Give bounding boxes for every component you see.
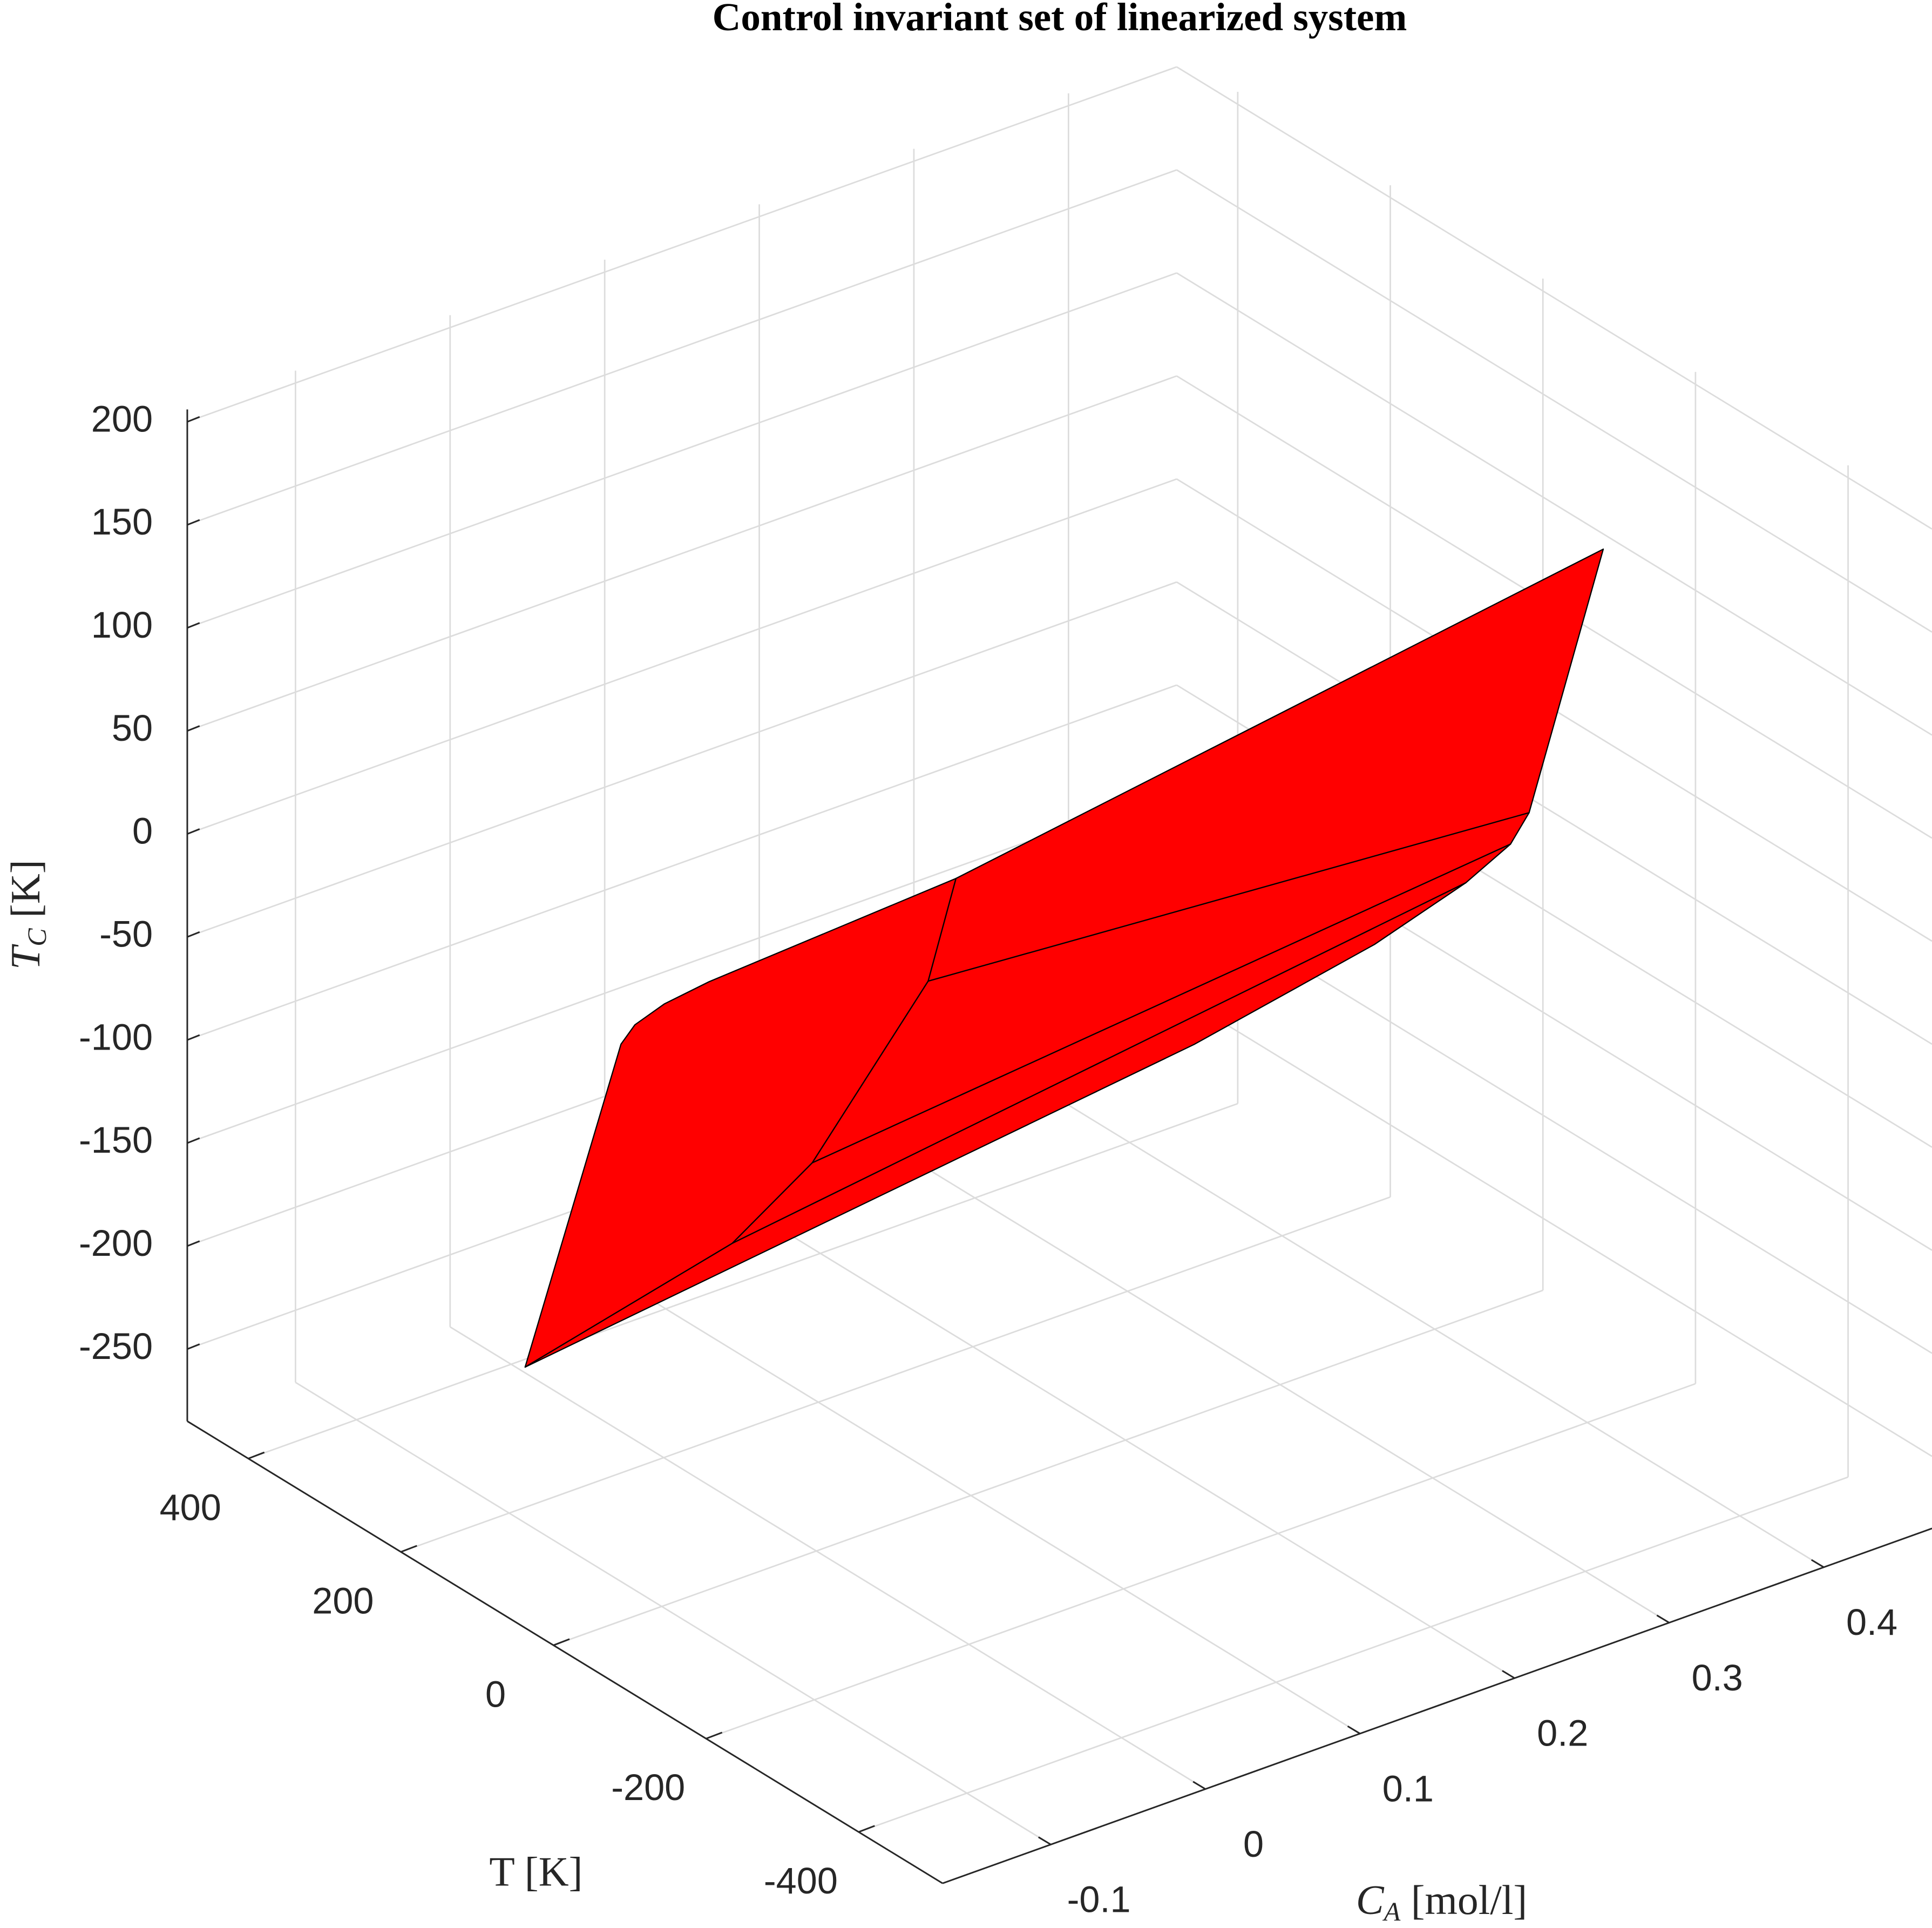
grid-line: [187, 684, 1177, 1041]
grid-line: [187, 478, 1177, 835]
y-axis: [187, 1420, 943, 1884]
y-axis-label: T [K]: [489, 1848, 582, 1895]
z-tick-label: -150: [79, 1119, 153, 1161]
y-tick: [248, 1451, 265, 1459]
x-tick-label: 0.2: [1537, 1713, 1588, 1754]
grid-line: [1176, 272, 1932, 736]
z-label-part: [K]: [2, 860, 49, 928]
z-tick-label: -200: [79, 1222, 153, 1264]
z-tick: [187, 519, 200, 526]
face: [524, 882, 1467, 1368]
z-tick-label: -100: [79, 1016, 153, 1058]
grid-line: [450, 1326, 1206, 1790]
grid-line: [401, 1196, 1391, 1553]
chart-title: Control invariant set of linearized syst…: [713, 0, 1407, 39]
grid-line: [1176, 993, 1932, 1457]
x-axis-label: CA [mol/l]: [1356, 1877, 1527, 1926]
x-label-part: C: [1356, 1877, 1385, 1923]
x-tick: [1192, 1781, 1206, 1790]
grid-line: [604, 1270, 1361, 1735]
x-tick: [1502, 1670, 1515, 1679]
y-tick: [858, 1825, 875, 1833]
z-label-part: T: [2, 944, 49, 970]
x-axis: [942, 1527, 1932, 1884]
z-tick-label: 100: [91, 604, 153, 646]
z-tick: [187, 725, 200, 732]
x-label-sub: A: [1382, 1896, 1401, 1926]
x-label-part: [mol/l]: [1400, 1877, 1527, 1923]
z-tick-label: 50: [112, 707, 153, 749]
x-tick: [1347, 1725, 1361, 1735]
x-tick-label: 0.3: [1692, 1657, 1743, 1699]
z-tick-label: -50: [99, 914, 153, 955]
grid-line: [913, 1160, 1670, 1623]
y-tick-label: 400: [160, 1486, 221, 1528]
z-tick-label: -250: [79, 1325, 153, 1367]
y-tick-label: -400: [764, 1860, 838, 1902]
grid-line: [1176, 581, 1932, 1045]
grid-line: [553, 1289, 1543, 1646]
grid-line: [858, 1476, 1848, 1833]
grid-line: [187, 375, 1177, 732]
z-axis-label: TC [K]: [2, 860, 52, 970]
z-tick: [187, 931, 200, 938]
y-tick-label: -200: [611, 1767, 685, 1808]
y-tick-label: 0: [485, 1673, 506, 1715]
z-tick-label: 0: [132, 810, 153, 852]
grid-line: [1176, 169, 1932, 633]
y-tick-label: 200: [312, 1580, 374, 1621]
grid-line: [295, 1382, 1052, 1845]
grid-line: [248, 1102, 1238, 1459]
grid-line: [706, 1383, 1696, 1740]
y-tick: [401, 1545, 417, 1553]
z-tick: [187, 416, 200, 423]
grid-line: [1176, 66, 1932, 530]
x-tick-label: 0: [1243, 1823, 1264, 1865]
z-tick-label: 150: [91, 501, 153, 543]
z-tick: [187, 1034, 200, 1041]
z-tick: [187, 1137, 200, 1144]
x-tick-label: 0.1: [1382, 1768, 1434, 1809]
grid-line: [758, 1215, 1515, 1679]
grid-line: [1068, 1104, 1825, 1568]
grid-line: [187, 272, 1177, 629]
z-tick: [187, 828, 200, 835]
grid-line: [187, 169, 1177, 526]
x-tick: [1656, 1614, 1670, 1623]
z-label-sub: C: [22, 928, 52, 946]
y-tick: [553, 1638, 570, 1646]
z-tick: [187, 1240, 200, 1247]
z-tick: [187, 1343, 200, 1350]
x-tick: [1811, 1559, 1825, 1568]
z-tick-label: 200: [91, 398, 153, 439]
grid-line: [187, 66, 1177, 423]
grid-line: [187, 787, 1177, 1144]
x-tick-label: 0.4: [1846, 1601, 1897, 1643]
z-tick: [187, 622, 200, 629]
y-tick: [706, 1731, 723, 1740]
x-tick-label: -0.1: [1067, 1879, 1131, 1920]
x-tick: [1038, 1836, 1052, 1845]
grid-line: [187, 581, 1177, 938]
